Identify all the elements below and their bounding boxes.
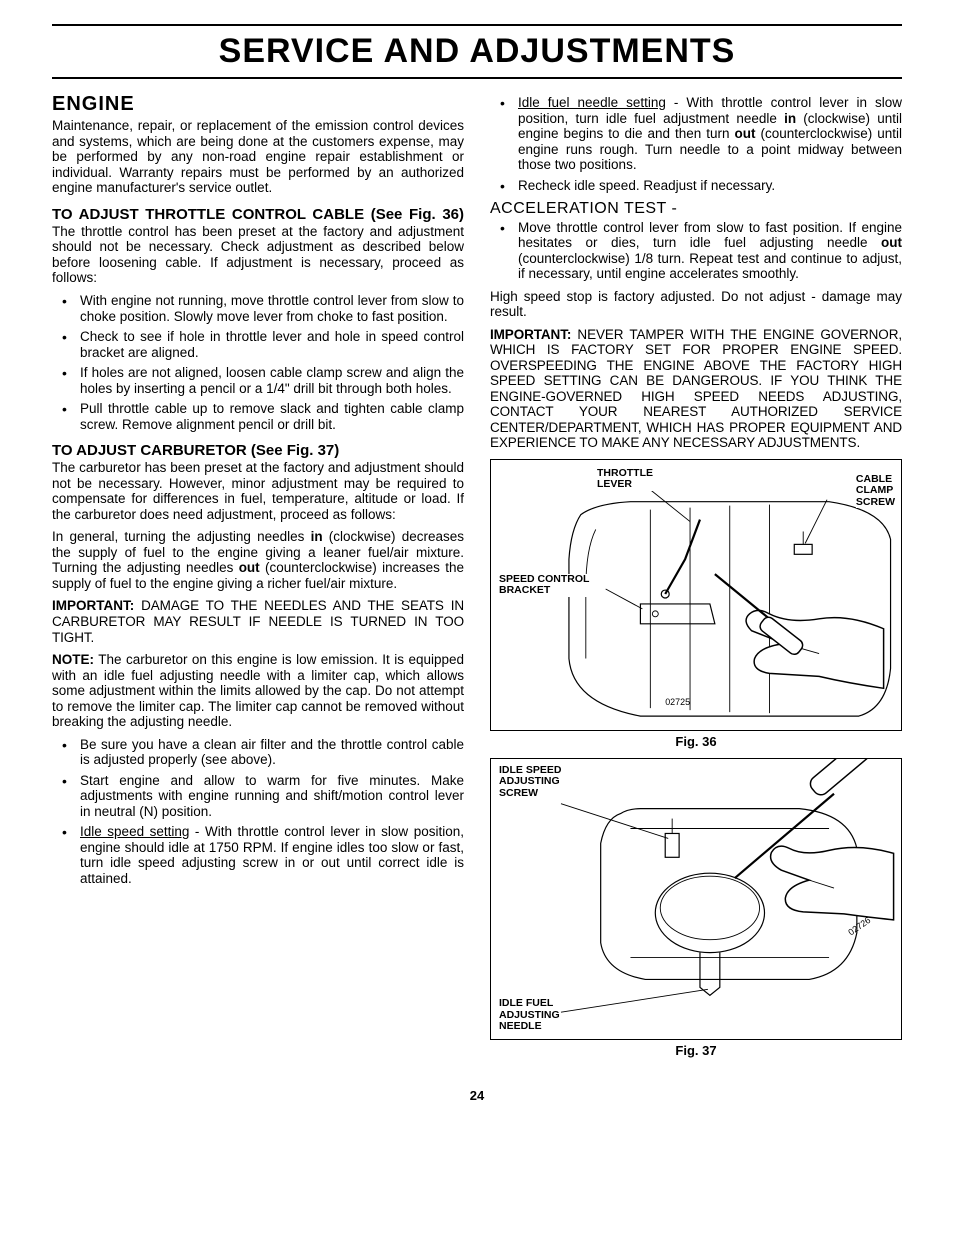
fig36-speed-label: SPEED CONTROL BRACKET — [499, 574, 589, 597]
carb-p2: In general, turning the adjusting needle… — [52, 529, 464, 591]
two-column-layout: ENGINE Maintenance, repair, or replaceme… — [52, 93, 902, 1067]
throttle-li-4: Pull throttle cable up to remove slack a… — [52, 401, 464, 432]
accel-li-1: Move throttle control lever from slow to… — [490, 220, 902, 282]
carb-li-2: Start engine and allow to warm for five … — [52, 773, 464, 820]
title-underline — [52, 77, 902, 79]
figure-36: THROTTLE LEVER CABLE CLAMP SCREW SPEED C… — [490, 459, 902, 731]
throttle-li-2: Check to see if hole in throttle lever a… — [52, 329, 464, 360]
throttle-list: With engine not running, move throttle c… — [52, 293, 464, 432]
accel-heading: ACCELERATION TEST - — [490, 200, 902, 218]
fig36-clamp-label: CABLE CLAMP SCREW — [856, 474, 895, 509]
top-rule — [52, 24, 902, 26]
fig36-partno: 02725 — [665, 697, 690, 707]
carb-list: Be sure you have a clean air filter and … — [52, 737, 464, 887]
fig37-idle-fuel-label: IDLE FUEL ADJUSTING NEEDLE — [499, 998, 560, 1033]
fig37-partno: 02726 — [846, 915, 872, 937]
figure-37: IDLE SPEED ADJUSTING SCREW IDLE FUEL ADJ… — [490, 758, 902, 1040]
idle-li-1: Idle fuel needle setting - With throttle… — [490, 95, 902, 173]
throttle-p1: The throttle control has been preset at … — [52, 224, 464, 286]
left-column: ENGINE Maintenance, repair, or replaceme… — [52, 93, 464, 1067]
carb-heading: TO ADJUST CARBURETOR (See Fig. 37) — [52, 442, 464, 459]
highspeed-p: High speed stop is factory adjusted. Do … — [490, 289, 902, 320]
fig37-caption: Fig. 37 — [490, 1044, 902, 1059]
carb-important: IMPORTANT: DAMAGE TO THE NEEDLES AND THE… — [52, 598, 464, 645]
idle-list: Idle fuel needle setting - With throttle… — [490, 95, 902, 193]
throttle-heading: TO ADJUST THROTTLE CONTROL CABLE (See Fi… — [52, 206, 464, 223]
carb-li-3: Idle speed setting - With throttle contr… — [52, 824, 464, 886]
engine-heading: ENGINE — [52, 93, 464, 116]
idle-li-2: Recheck idle speed. Readjust if necessar… — [490, 178, 902, 194]
fig36-throttle-label: THROTTLE LEVER — [597, 468, 653, 491]
carb-p1: The carburetor has been preset at the fa… — [52, 460, 464, 522]
fig37-idle-speed-label: IDLE SPEED ADJUSTING SCREW — [499, 765, 561, 800]
throttle-li-1: With engine not running, move throttle c… — [52, 293, 464, 324]
page-title: SERVICE AND ADJUSTMENTS — [52, 32, 902, 71]
carb-note: NOTE: The carburetor on this engine is l… — [52, 652, 464, 730]
page-number: 24 — [52, 1089, 902, 1104]
fig36-caption: Fig. 36 — [490, 735, 902, 750]
accel-list: Move throttle control lever from slow to… — [490, 220, 902, 282]
engine-intro: Maintenance, repair, or replacement of t… — [52, 118, 464, 196]
throttle-li-3: If holes are not aligned, loosen cable c… — [52, 365, 464, 396]
governor-important: IMPORTANT: NEVER TAMPER WITH THE ENGINE … — [490, 327, 902, 451]
right-column: Idle fuel needle setting - With throttle… — [490, 93, 902, 1067]
carb-li-1: Be sure you have a clean air filter and … — [52, 737, 464, 768]
